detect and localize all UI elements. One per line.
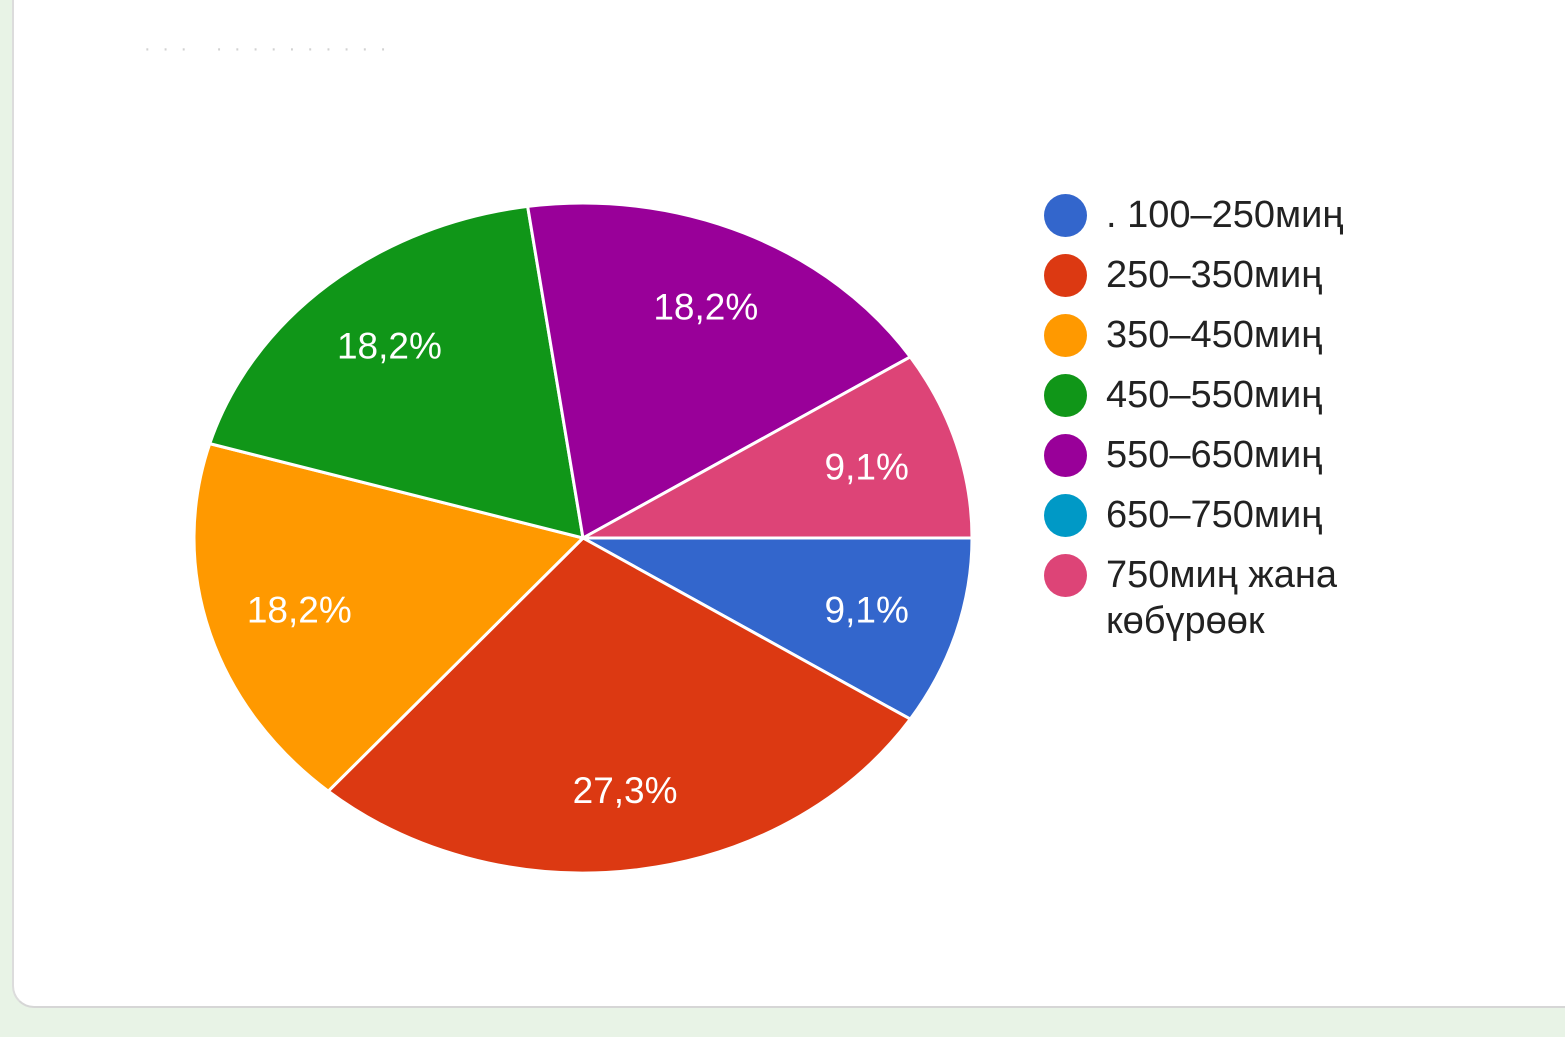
legend-label: . 100–250миң — [1106, 194, 1344, 236]
slice-label-4: 18,2% — [653, 286, 758, 327]
legend-swatch — [1044, 254, 1087, 297]
legend-item-5: 650–750миң — [1044, 492, 1406, 538]
slice-label-2: 18,2% — [247, 590, 352, 631]
pie-slice-4 — [526, 201, 912, 540]
legend-label: 450–550миң — [1106, 374, 1323, 416]
legend-item-4: 550–650миң — [1044, 432, 1406, 478]
legend-item-3: 450–550миң — [1044, 372, 1406, 418]
legend-swatch — [1044, 554, 1087, 597]
legend-swatch — [1044, 434, 1087, 477]
legend-label: 750миң жана көбүрөөк — [1106, 554, 1337, 642]
legend-item-0: . 100–250миң — [1044, 192, 1406, 238]
legend-swatch — [1044, 494, 1087, 537]
slice-label-3: 18,2% — [337, 326, 442, 367]
legend-label: 650–750миң — [1106, 494, 1323, 536]
slice-label-1: 27,3% — [573, 770, 678, 811]
faded-header-text: · · · · · · · · · · · · · — [144, 38, 390, 60]
legend-item-2: 350–450миң — [1044, 312, 1406, 358]
pie-slice-6 — [581, 355, 974, 540]
legend-label: 550–650миң — [1106, 434, 1323, 476]
legend-swatch — [1044, 374, 1087, 417]
slice-label-6: 9,1% — [825, 446, 909, 487]
pie-slice-2 — [192, 442, 585, 793]
pie-slice-3 — [208, 204, 585, 540]
legend-item-1: 250–350миң — [1044, 252, 1406, 298]
pie-slice-1 — [326, 536, 912, 875]
slice-label-0: 9,1% — [825, 590, 909, 631]
legend-label: 350–450миң — [1106, 314, 1323, 356]
legend-swatch — [1044, 194, 1087, 237]
pie-slice-0 — [581, 536, 974, 721]
chart-legend: . 100–250миң 250–350миң 350–450миң 450–550м… — [1044, 192, 1406, 658]
legend-swatch — [1044, 314, 1087, 357]
legend-label: 250–350миң — [1106, 254, 1323, 296]
legend-item-6: 750миң жана көбүрөөк — [1044, 552, 1406, 644]
